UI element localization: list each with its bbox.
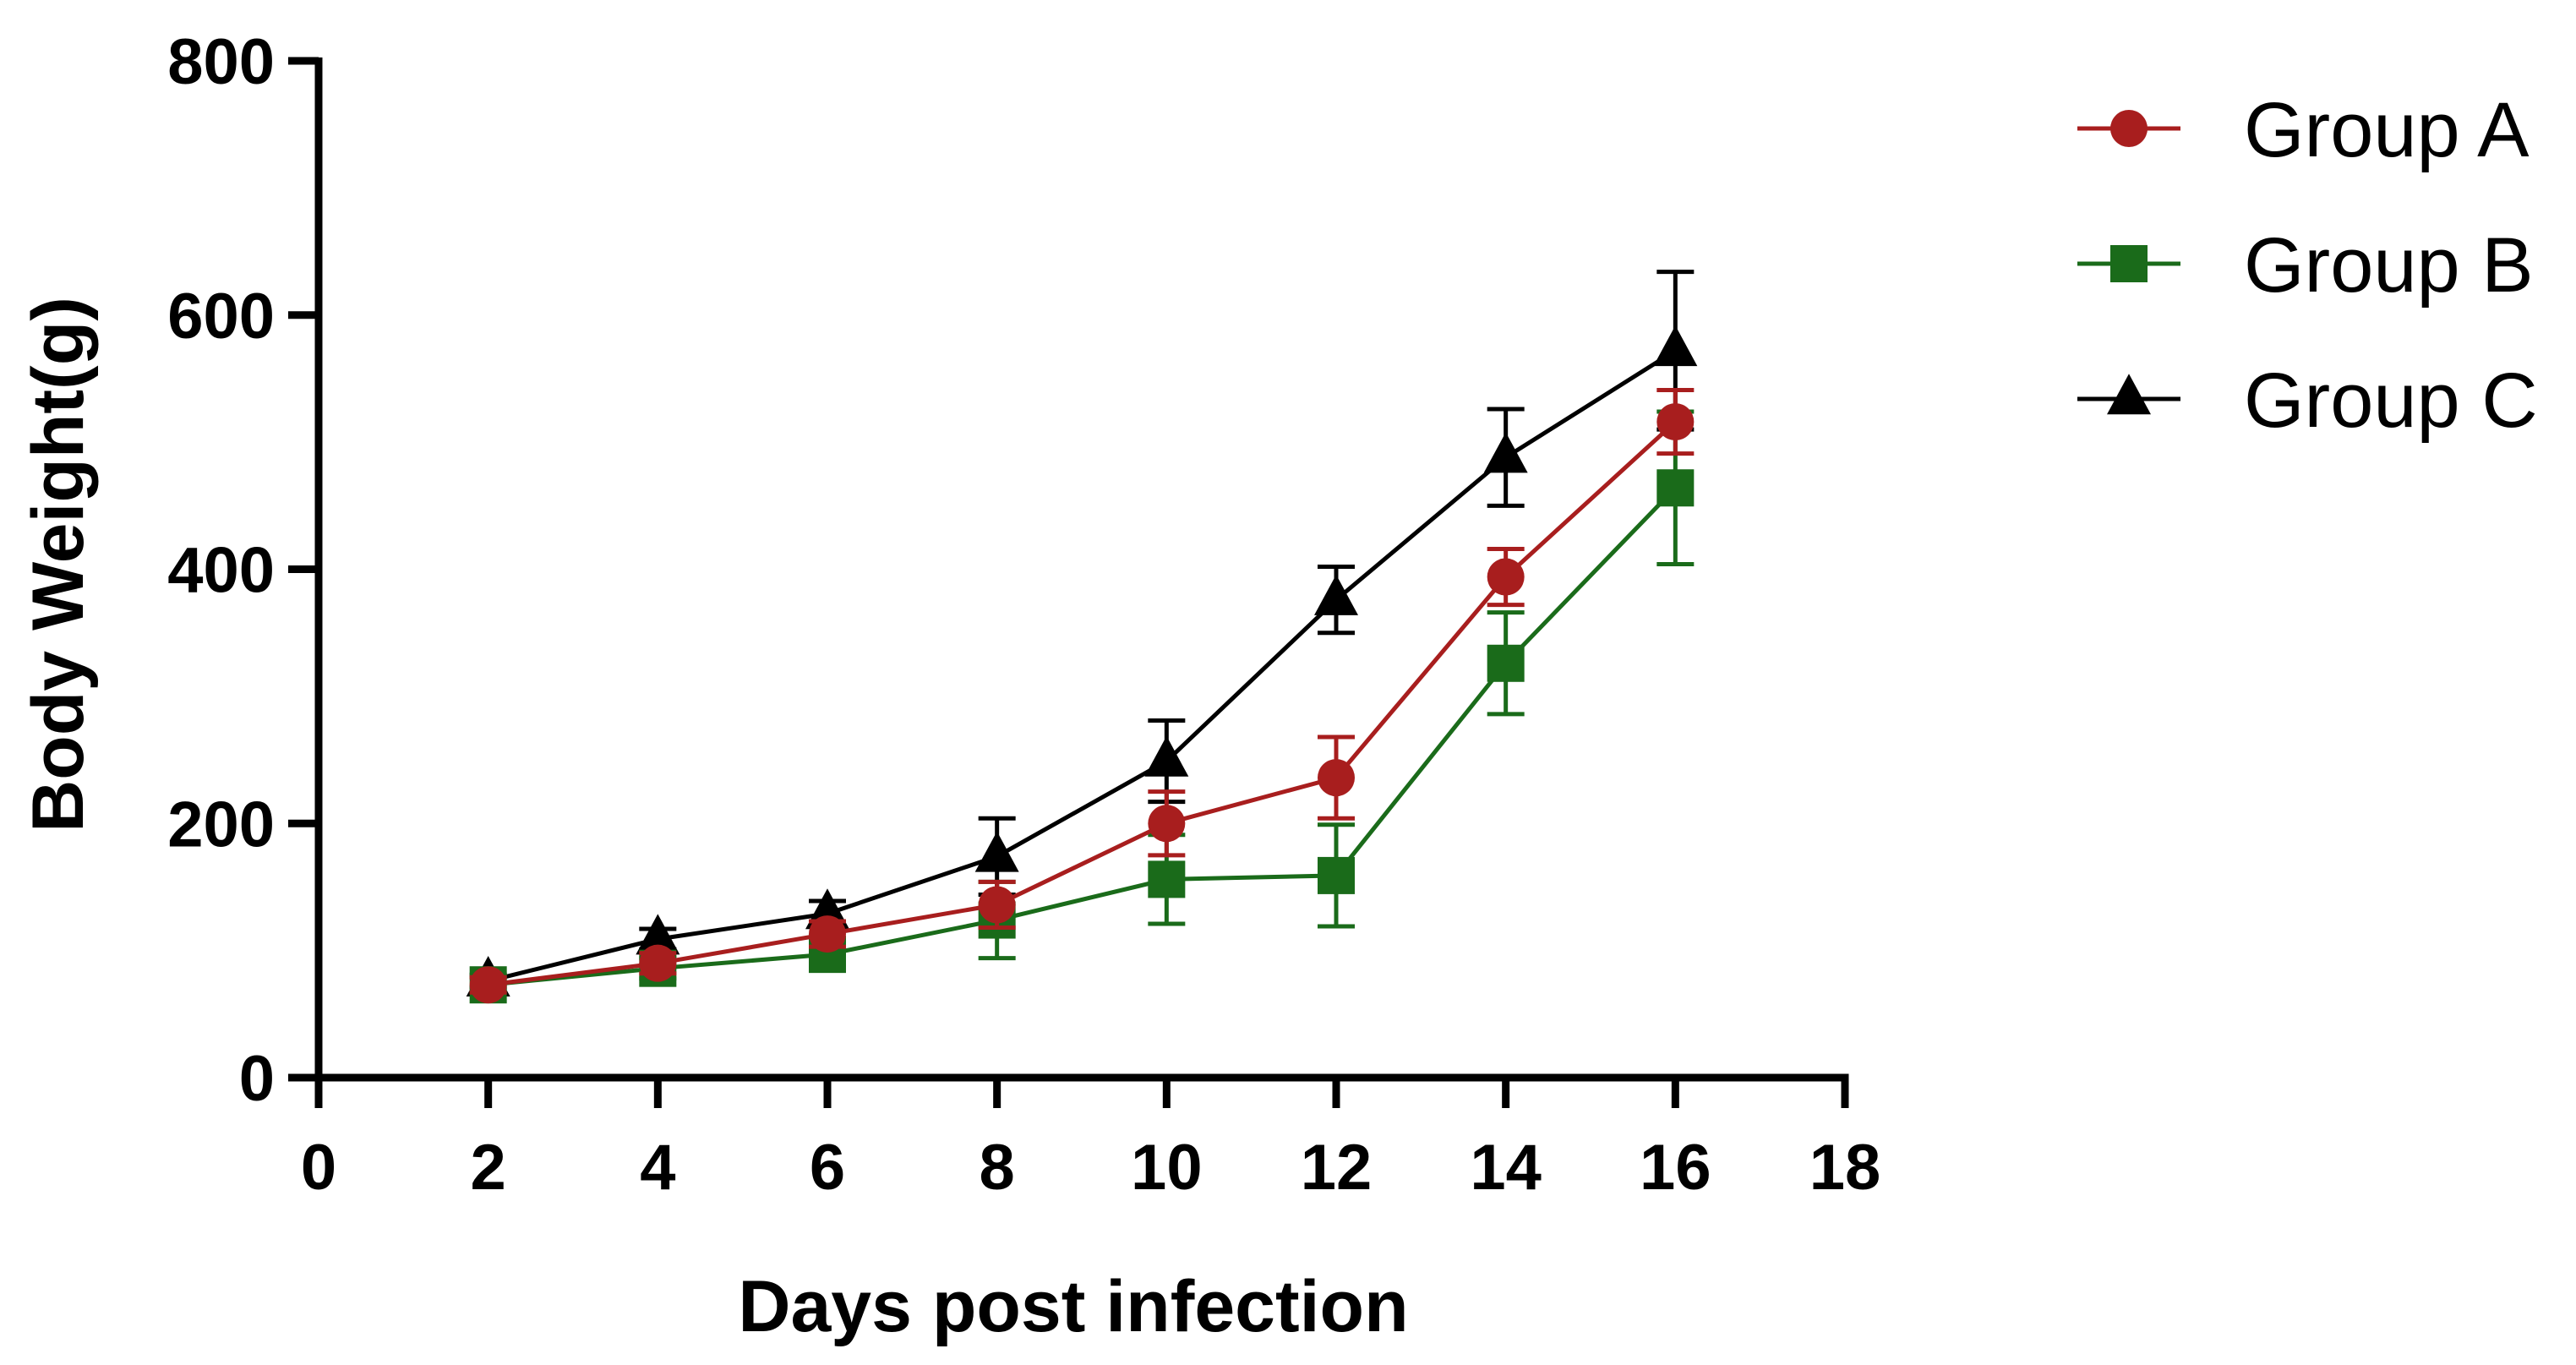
y-tick-label: 800 [167, 26, 275, 98]
x-tick-label: 16 [1640, 1132, 1711, 1204]
x-tick-label: 10 [1131, 1132, 1203, 1204]
data-point [639, 944, 677, 982]
series-line [488, 486, 1678, 987]
data-point [1487, 644, 1525, 682]
series-group-c [466, 270, 1698, 996]
data-point [809, 915, 846, 953]
series-group-a [469, 387, 1695, 1004]
series-line [488, 348, 1677, 984]
legend-label: Group A [2244, 87, 2530, 173]
data-point [1318, 856, 1355, 894]
data-point [1314, 574, 1358, 615]
y-tick-label: 600 [167, 281, 275, 352]
data-point [1148, 805, 1186, 843]
x-tick-label: 18 [1809, 1132, 1881, 1204]
x-tick-label: 6 [810, 1132, 845, 1204]
legend-label: Group C [2244, 358, 2538, 444]
legend-marker [2110, 245, 2148, 282]
series-line [488, 420, 1678, 987]
legend-marker [2107, 374, 2151, 415]
legend-marker [2110, 110, 2148, 147]
data-point [1653, 325, 1698, 367]
x-tick-label: 14 [1470, 1132, 1542, 1204]
plot-area: 0 200 400 600 800 0 2 4 6 8 10 12 14 16 18 [167, 26, 1880, 1204]
x-axis-title: Days post infection [738, 1266, 1408, 1347]
legend-item-group-a: Group A [2077, 87, 2530, 173]
y-tick-label: 400 [167, 535, 275, 607]
data-point [1483, 432, 1528, 473]
x-tick-label: 2 [471, 1132, 506, 1204]
x-tick-label: 12 [1301, 1132, 1373, 1204]
legend-item-group-c: Group C [2077, 358, 2538, 444]
x-tick-label: 0 [301, 1132, 336, 1204]
data-point [1487, 558, 1525, 596]
y-tick-label: 200 [167, 789, 275, 860]
data-point [978, 886, 1016, 924]
data-point [1318, 759, 1355, 797]
data-point [1144, 735, 1189, 777]
x-tick-label: 8 [980, 1132, 1015, 1204]
y-axis-title: Body Weight(g) [18, 297, 99, 833]
series-group-b [469, 409, 1695, 1004]
x-tick-label: 4 [640, 1132, 675, 1204]
legend: Group A Group B Group C [2077, 87, 2538, 444]
data-point [974, 831, 1019, 872]
data-point [469, 966, 507, 1004]
data-point [1148, 860, 1186, 898]
data-point [805, 888, 849, 930]
data-point [1656, 469, 1695, 507]
legend-item-group-b: Group B [2077, 222, 2534, 308]
y-tick-label: 0 [239, 1043, 275, 1115]
data-point [636, 914, 680, 955]
legend-label: Group B [2244, 222, 2534, 308]
data-point [1656, 403, 1695, 441]
